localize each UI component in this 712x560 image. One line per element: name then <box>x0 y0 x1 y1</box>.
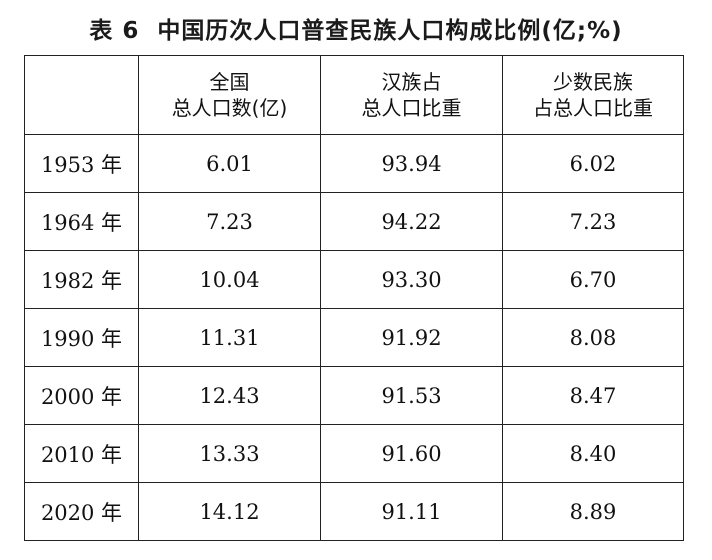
cell-han-share: 91.60 <box>320 424 503 483</box>
cell-minority-share: 7.23 <box>502 192 684 251</box>
cell-year: 1990 年 <box>24 308 139 367</box>
cell-han-share: 94.22 <box>320 192 503 251</box>
census-table: 全国 总人口数(亿) 汉族占 总人口比重 少数民族 占总人口比重 1953 年 … <box>24 55 684 541</box>
table-caption: 中国历次人口普查民族人口构成比例(亿;%) <box>157 18 623 44</box>
cell-total-population: 12.43 <box>138 366 321 425</box>
cell-total-population: 10.04 <box>138 250 321 309</box>
header-cell-han-share: 汉族占 总人口比重 <box>320 55 503 135</box>
header-cell-minority-share: 少数民族 占总人口比重 <box>502 55 684 135</box>
cell-han-share: 91.92 <box>320 308 503 367</box>
cell-minority-share: 6.70 <box>502 250 684 309</box>
cell-year: 2010 年 <box>24 424 139 483</box>
cell-han-share: 93.30 <box>320 250 503 309</box>
header-row: 全国 总人口数(亿) 汉族占 总人口比重 少数民族 占总人口比重 <box>24 55 684 135</box>
cell-total-population: 13.33 <box>138 424 321 483</box>
cell-total-population: 7.23 <box>138 192 321 251</box>
cell-year: 1982 年 <box>24 250 139 309</box>
cell-total-population: 14.12 <box>138 482 321 541</box>
cell-year: 1953 年 <box>24 134 139 193</box>
table-row: 1964 年 7.23 94.22 7.23 <box>24 192 684 251</box>
cell-minority-share: 8.47 <box>502 366 684 425</box>
cell-minority-share: 6.02 <box>502 134 684 193</box>
header-cell-year <box>24 55 139 135</box>
cell-year: 1964 年 <box>24 192 139 251</box>
table-row: 1990 年 11.31 91.92 8.08 <box>24 308 684 367</box>
table-title: 表 6 中国历次人口普查民族人口构成比例(亿;%) <box>0 14 712 48</box>
table-row: 1953 年 6.01 93.94 6.02 <box>24 134 684 193</box>
cell-year: 2000 年 <box>24 366 139 425</box>
cell-year: 2020 年 <box>24 482 139 541</box>
header-cell-total-population: 全国 总人口数(亿) <box>138 55 321 135</box>
cell-han-share: 91.11 <box>320 482 503 541</box>
cell-minority-share: 8.40 <box>502 424 684 483</box>
table-row: 2000 年 12.43 91.53 8.47 <box>24 366 684 425</box>
cell-total-population: 6.01 <box>138 134 321 193</box>
table-row: 2010 年 13.33 91.60 8.40 <box>24 424 684 483</box>
cell-han-share: 93.94 <box>320 134 503 193</box>
cell-minority-share: 8.08 <box>502 308 684 367</box>
table-row: 2020 年 14.12 91.11 8.89 <box>24 482 684 541</box>
cell-minority-share: 8.89 <box>502 482 684 541</box>
table-row: 1982 年 10.04 93.30 6.70 <box>24 250 684 309</box>
table-number: 表 6 <box>89 18 140 44</box>
cell-han-share: 91.53 <box>320 366 503 425</box>
cell-total-population: 11.31 <box>138 308 321 367</box>
